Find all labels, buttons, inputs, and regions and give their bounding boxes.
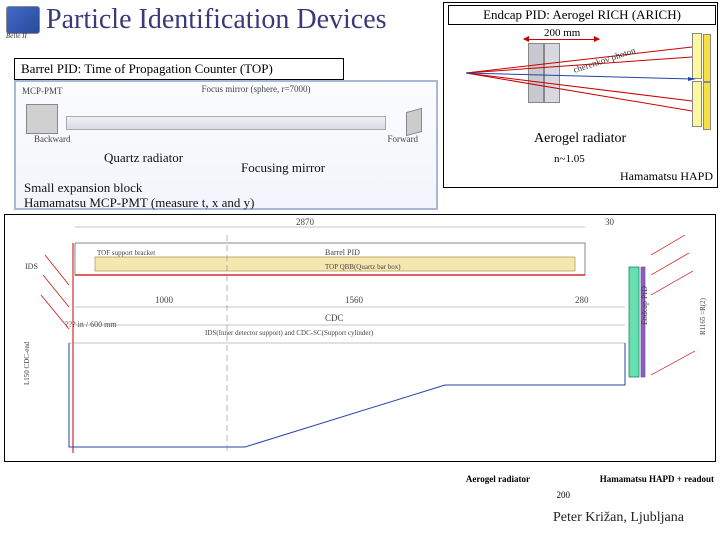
mirror-end [406,108,422,136]
small-expansion-annotation: Small expansion block [24,180,142,196]
barrel-pid-label: Barrel PID [325,248,360,257]
belle2-logo [6,6,40,34]
tof-bracket-label: TOF support bracket [97,249,155,257]
logo-caption: Belle II [6,32,27,40]
endcap-dimension: 200 mm [544,27,580,39]
technical-cross-section: 2870 30 IDS TOF support bracket Barrel P… [4,214,716,462]
cdc-label: CDC [325,313,344,323]
tech-svg: 2870 30 IDS TOF support bracket Barrel P… [5,215,717,463]
aerogel-radiator-label: Aerogel radiator [534,131,626,147]
cherenkov-cone [466,41,696,131]
top-qbb-label: TOP QBB(Quartz bar box) [325,263,401,271]
focusing-annotation: Focusing mirror [241,160,325,176]
endcap-panel: Endcap PID: Aerogel RICH (ARICH) 200 mm … [443,2,718,188]
mcp-block [26,104,58,134]
dim-2870: 2870 [296,217,315,227]
hapd-label: Hamamatsu HAPD [620,169,713,184]
mcp-pmt-label: MCP-PMT [22,86,63,96]
forward-label: Forward [388,134,419,144]
refractive-index-label: n~1.05 [554,153,585,165]
top-schematic-panel: MCP-PMT Focus mirror (sphere, r=7000) Ba… [14,80,438,210]
endcap-pid-label: Endcap PID [640,286,649,325]
quartz-annotation: Quartz radiator [104,150,183,166]
footer-author: Peter Križan, Ljubljana [553,510,684,526]
dim-1000: 1000 [155,295,174,305]
dimension-arrow [524,39,599,40]
quartz-bar [66,116,386,130]
endcap-title: Endcap PID: Aerogel RICH (ARICH) [448,5,716,25]
backward-label: Backward [34,134,70,144]
ids-label: IDS [25,262,38,271]
dim-280: 280 [575,295,589,305]
dim-1560: 1560 [345,295,364,305]
left-vert-dim: L150 CDC-end [23,341,31,385]
hapd-small-label: Hamamatsu HAPD + readout [600,474,714,484]
page-title: Particle Identification Devices [46,4,387,36]
dim-30: 30 [605,217,615,227]
hamamatsu-mcp-annotation: Hamamatsu MCP-PMT (measure t, x and y) [24,195,254,211]
scale-label: 200 [557,490,571,500]
barrel-title: Barrel PID: Time of Propagation Counter … [14,58,344,80]
focus-mirror-label: Focus mirror (sphere, r=7000) [196,84,316,94]
aerogel-small-label: Aerogel radiator [466,474,530,484]
endcap-block [629,267,639,377]
ids-cdc-label: IDS(Inner detector support) and CDC-SC(S… [205,329,374,337]
right-vert-dim: R1165 =R(2) [699,297,707,335]
